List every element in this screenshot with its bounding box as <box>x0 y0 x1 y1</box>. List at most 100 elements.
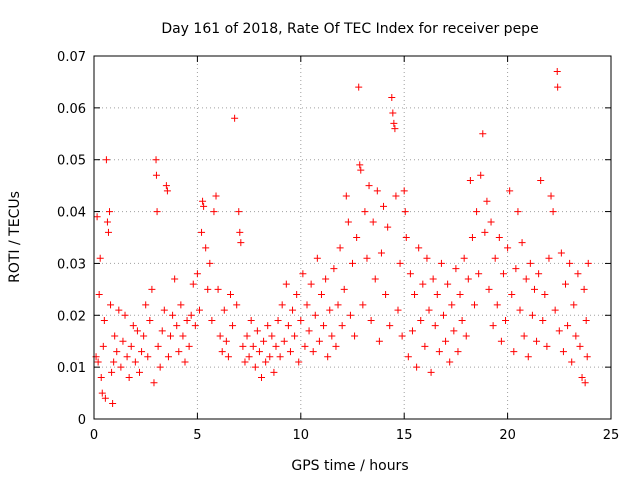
data-point <box>464 275 472 283</box>
data-point <box>475 270 483 278</box>
data-point <box>489 322 497 330</box>
data-point <box>539 316 547 324</box>
data-point <box>524 353 532 361</box>
data-point <box>361 208 369 216</box>
data-point <box>237 239 245 247</box>
data-point <box>423 254 431 262</box>
data-point <box>332 342 340 350</box>
data-point <box>247 316 255 324</box>
data-point <box>483 197 491 205</box>
data-point <box>233 301 241 309</box>
data-point <box>468 234 476 241</box>
data-point <box>429 275 437 283</box>
data-point <box>154 342 162 350</box>
data-point <box>549 208 557 216</box>
plot-frame <box>93 55 612 420</box>
axis-ticks <box>93 55 612 420</box>
data-point <box>344 218 352 226</box>
data-point <box>473 208 481 216</box>
y-tick-label: 0.01 <box>57 361 86 376</box>
x-axis-label: GPS time / hours <box>291 458 408 474</box>
data-point <box>266 353 274 361</box>
data-point <box>427 368 435 376</box>
data-point <box>111 332 119 340</box>
data-point <box>127 342 135 350</box>
data-point <box>104 228 112 236</box>
data-point <box>365 182 373 190</box>
data-point <box>545 254 553 262</box>
data-point <box>559 348 567 356</box>
data-point <box>404 353 412 361</box>
data-point <box>317 291 325 299</box>
data-point <box>363 254 371 262</box>
data-point <box>495 234 503 241</box>
data-point <box>417 316 425 324</box>
data-point <box>477 171 485 179</box>
data-point <box>570 301 578 309</box>
data-point <box>444 280 452 288</box>
data-point <box>419 280 427 288</box>
data-point <box>270 368 278 376</box>
data-point <box>520 332 528 340</box>
x-tick-label: 0 <box>90 428 98 443</box>
data-point <box>153 208 161 216</box>
data-point <box>117 363 125 371</box>
data-point <box>160 306 168 314</box>
data-point <box>187 311 195 319</box>
data-point <box>264 322 272 330</box>
data-point <box>497 337 505 345</box>
data-point <box>342 192 350 200</box>
data-point <box>584 259 592 267</box>
data-point <box>508 291 516 299</box>
data-point <box>109 399 117 407</box>
data-point <box>236 228 244 236</box>
data-point <box>222 337 230 345</box>
data-point <box>398 332 406 340</box>
data-point <box>96 254 104 262</box>
data-point <box>421 342 429 350</box>
data-point <box>452 265 460 273</box>
data-point <box>181 358 189 366</box>
grid-lines <box>94 56 611 419</box>
data-point <box>581 379 589 387</box>
data-point <box>353 234 361 241</box>
data-point <box>214 285 222 293</box>
data-point <box>93 213 101 221</box>
data-point <box>533 337 541 345</box>
data-point <box>284 322 292 330</box>
data-point <box>129 322 137 330</box>
data-point <box>199 197 207 205</box>
data-point <box>189 280 197 288</box>
data-point <box>394 306 402 314</box>
data-point <box>446 358 454 366</box>
data-point <box>152 171 160 179</box>
data-point <box>102 156 110 164</box>
data-point <box>142 301 150 309</box>
data-point <box>491 254 499 262</box>
data-point <box>231 114 239 122</box>
data-point <box>526 259 534 267</box>
data-point <box>355 83 363 91</box>
data-point <box>502 316 510 324</box>
data-point <box>390 119 398 127</box>
data-point <box>537 176 545 184</box>
data-point <box>359 301 367 309</box>
data-point <box>216 332 224 340</box>
data-point <box>224 353 232 361</box>
data-point <box>299 270 307 278</box>
data-point <box>391 125 399 133</box>
data-point <box>460 254 468 262</box>
data-point <box>578 374 586 382</box>
y-tick-label: 0.07 <box>57 50 86 65</box>
data-point <box>514 208 522 216</box>
data-point <box>152 156 160 164</box>
y-axis-label: ROTI / TECUs <box>7 191 23 283</box>
data-point <box>260 337 268 345</box>
data-point <box>313 254 321 262</box>
data-point <box>326 306 334 314</box>
data-point <box>351 332 359 340</box>
y-tick-label: 0.06 <box>57 102 86 117</box>
data-point <box>375 337 383 345</box>
data-point <box>140 332 148 340</box>
x-tick-label: 25 <box>603 428 620 443</box>
